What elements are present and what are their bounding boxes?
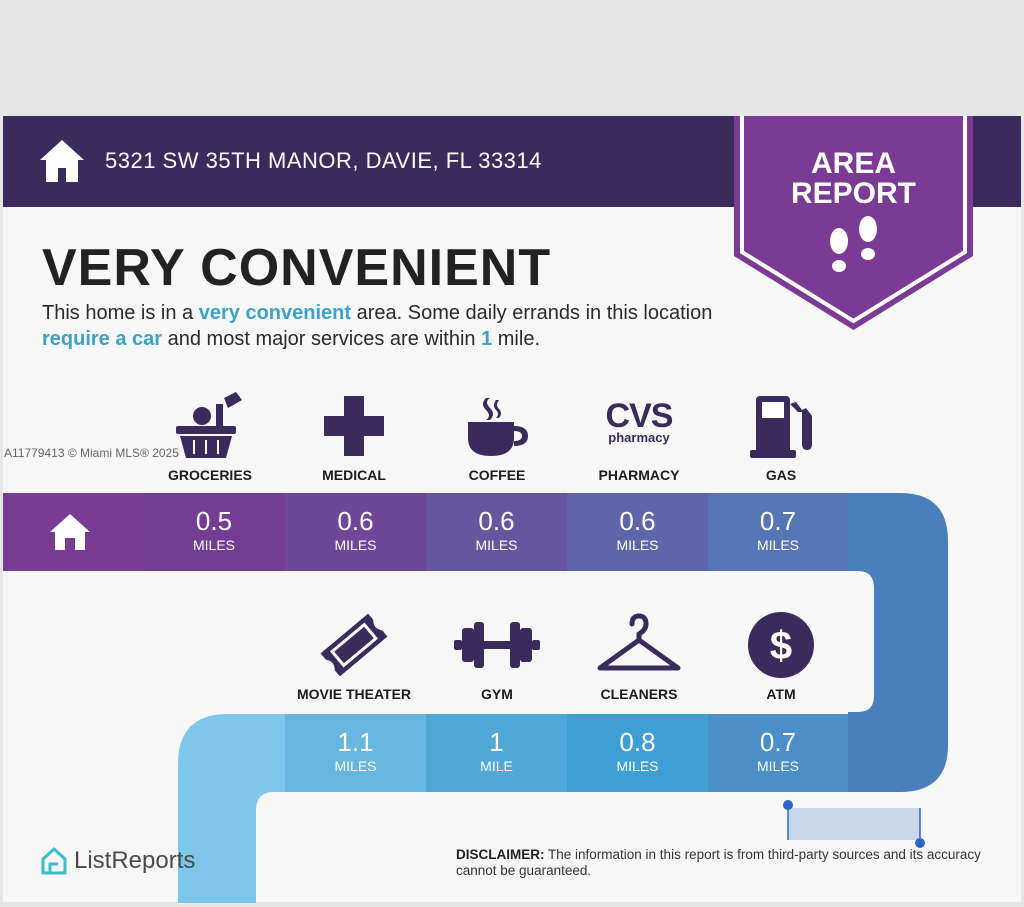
description-text: mile. <box>492 328 541 350</box>
amenity-label-medical: MEDICAL <box>322 467 386 483</box>
atm-symbol: $ <box>770 624 792 668</box>
amenity-label-gas: GAS <box>765 467 797 483</box>
headline: VERY CONVENIENT <box>42 239 552 297</box>
distance-unit: MILES <box>616 537 659 553</box>
dumbbell-icon <box>454 622 540 668</box>
distance-value: 0.8 <box>619 727 656 757</box>
movie-ticket-icon <box>320 613 388 677</box>
distance-value: 1 <box>489 727 504 757</box>
amenity-label-coffee: COFFEE <box>468 467 526 483</box>
cvs-logo-text: CVS <box>605 397 674 435</box>
description-highlight: very convenient <box>198 302 352 324</box>
distance-value: 1.1 <box>337 727 374 757</box>
amenity-label-movie-theater: MOVIE THEATER <box>296 686 412 702</box>
cvs-pharmacy-logo: CVS pharmacy <box>594 397 684 445</box>
distance-cell: 0.6 MILES <box>426 493 567 571</box>
distance-cell: 0.6 MILES <box>567 493 708 571</box>
amenity-label-groceries: GROCERIES <box>167 467 252 483</box>
distance-value: 0.6 <box>619 506 656 536</box>
home-icon <box>50 514 90 550</box>
distance-unit: MILES <box>756 537 799 553</box>
area-report-badge <box>734 116 973 330</box>
distance-unit: MILES <box>756 758 799 774</box>
distance-unit: MILES <box>475 537 518 553</box>
disclaimer: DISCLAIMER: The information in this repo… <box>456 847 996 879</box>
distance-cell: 0.7 MILES <box>708 714 848 792</box>
disclaimer-label: DISCLAIMER: <box>456 847 545 862</box>
distance-value: 0.6 <box>478 506 515 536</box>
description-text: and most major services are within <box>162 328 482 350</box>
coffee-cup-icon <box>468 398 528 456</box>
description-highlight: require a car <box>42 328 163 350</box>
distance-unit: MILES <box>192 537 235 553</box>
distance-cell: 1 MILE <box>426 714 567 792</box>
distance-value: 0.7 <box>759 727 797 757</box>
property-address: 5321 SW 35TH MANOR, DAVIE, FL 33314 <box>105 148 542 173</box>
distance-cell: 0.7 MILES <box>708 493 848 571</box>
amenity-label-atm: ATM <box>766 686 796 702</box>
logo-text: ListReports <box>74 847 196 874</box>
amenity-label-pharmacy: PHARMACY <box>598 467 680 483</box>
home-icon <box>40 140 84 182</box>
distance-unit: MILE <box>480 758 513 774</box>
distance-cell: 0.6 MILES <box>285 493 426 571</box>
distance-cell: 1.1 MILES <box>285 714 426 792</box>
distance-cell: 0.5 MILES <box>143 493 285 571</box>
disclaimer-text: The information in this report is from t… <box>456 847 981 878</box>
listreports-logo: ListReports <box>40 846 195 876</box>
dollar-icon: $ <box>748 612 814 678</box>
badge-line-2: REPORT <box>790 177 916 210</box>
description-highlight: 1 <box>481 328 493 350</box>
distance-value: 0.7 <box>759 506 797 536</box>
mls-watermark: A11779413 © Miami MLS® 2025 <box>4 446 179 460</box>
description: This home is in a very convenient area. … <box>42 300 742 352</box>
amenity-label-gym: GYM <box>481 686 513 702</box>
listreports-house-icon <box>41 847 67 875</box>
gas-pump-icon <box>750 396 812 458</box>
badge-line-1: AREA <box>810 147 896 180</box>
medical-cross-icon <box>324 396 384 456</box>
description-text: area. Some daily errands in this locatio… <box>351 302 713 324</box>
description-text: This home is in a <box>42 302 199 324</box>
amenity-label-cleaners: CLEANERS <box>600 686 678 702</box>
distance-cell: 0.8 MILES <box>567 714 708 792</box>
distance-unit: MILES <box>334 537 377 553</box>
hanger-icon <box>597 613 681 671</box>
groceries-basket-icon <box>176 392 242 458</box>
distance-unit: MILES <box>616 758 659 774</box>
cvs-logo-subtext: pharmacy <box>608 430 670 445</box>
distance-value: 0.6 <box>337 506 374 536</box>
distance-unit: MILES <box>334 758 377 774</box>
distance-value: 0.5 <box>195 506 233 536</box>
